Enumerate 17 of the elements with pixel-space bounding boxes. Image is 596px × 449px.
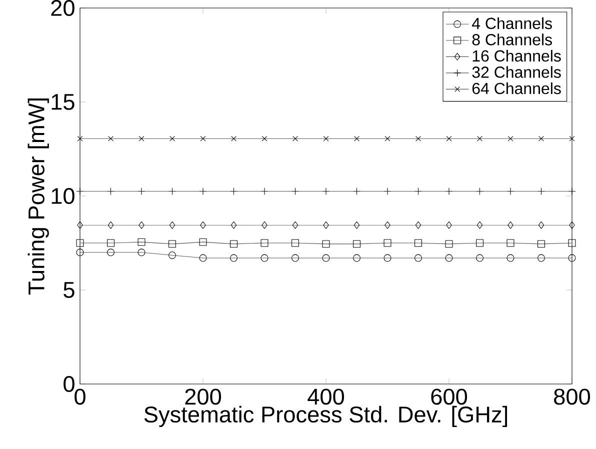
x-tick-label: 0 <box>74 388 86 405</box>
x-axis-title: Systematic Process Std. Dev. [GHz] <box>144 406 508 428</box>
y-tick-label: 20 <box>51 0 74 16</box>
legend-label: 32 Channels <box>472 66 561 78</box>
x-tick-label: 600 <box>431 388 468 405</box>
legend-label: 8 Channels <box>472 34 552 46</box>
x-tick-label: 800 <box>554 388 590 405</box>
legend-label: 16 Channels <box>472 50 561 62</box>
legend-label: 4 Channels <box>472 17 552 30</box>
x-tick-label: 400 <box>308 388 344 405</box>
y-tick-label: 10 <box>52 188 74 204</box>
y-tick-label: 0 <box>64 376 74 392</box>
x-tick-label: 200 <box>185 388 222 405</box>
y-tick-label: 15 <box>52 94 74 110</box>
y-tick-label: 5 <box>64 282 74 298</box>
legend-label: 64 Channels <box>472 82 561 94</box>
y-axis-title: Tuning Power [mW] <box>28 98 49 295</box>
